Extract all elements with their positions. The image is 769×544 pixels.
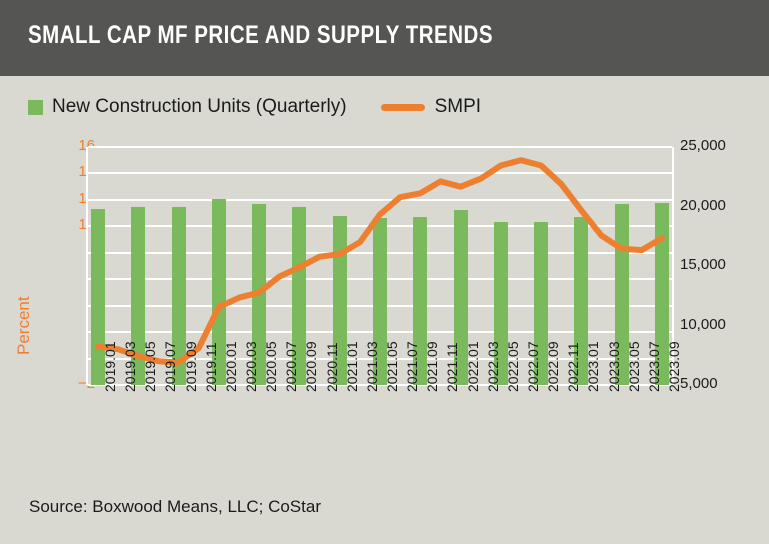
x-tick: 2021.05 xyxy=(384,341,400,392)
x-tick: 2020.03 xyxy=(243,341,260,392)
legend-line-swatch xyxy=(380,103,425,111)
x-tick: 2021.07 xyxy=(404,341,421,392)
gridline xyxy=(88,172,672,175)
gridline xyxy=(88,146,672,148)
x-tick: 2022.07 xyxy=(524,341,541,392)
x-tick: 2019.05 xyxy=(142,341,159,392)
chart-legend: New Construction Units (Quarterly) SMPI xyxy=(28,96,481,118)
source-note: Source: Boxwood Means, LLC; CoStar xyxy=(29,497,321,516)
x-tick: 2019.03 xyxy=(122,341,139,392)
bar xyxy=(453,210,468,385)
bar xyxy=(574,217,589,385)
x-tick: 2023.01 xyxy=(585,341,602,392)
x-tick: 2019.09 xyxy=(182,341,199,392)
x-tick: 2021.09 xyxy=(424,341,441,392)
header-bar: SMALL CAP MF PRICE AND SUPPLY TRENDS xyxy=(0,0,769,76)
x-tick: 2021.03 xyxy=(363,341,380,392)
bar xyxy=(493,222,508,385)
y-tick-right: 10,000 xyxy=(680,315,726,333)
x-tick: 2023.05 xyxy=(625,341,642,392)
gridline xyxy=(88,384,672,386)
x-tick: 2021.01 xyxy=(343,341,360,392)
bar xyxy=(292,206,307,385)
bar xyxy=(654,202,669,385)
legend-bar-label: New Construction Units (Quarterly) xyxy=(52,96,347,117)
line-series-smpi xyxy=(95,157,665,366)
x-tick: 2020.01 xyxy=(222,341,239,392)
y-tick-right: 5,000 xyxy=(680,375,718,392)
x-tick: 2022.03 xyxy=(484,341,501,392)
page-title: SMALL CAP MF PRICE AND SUPPLY TRENDS xyxy=(28,21,493,49)
x-tick: 2023.09 xyxy=(665,341,682,392)
x-tick: 2019.11 xyxy=(202,342,219,392)
smpi-line-path xyxy=(95,157,665,366)
x-tick: 2020.09 xyxy=(303,341,320,392)
bar xyxy=(131,206,146,385)
x-tick: 2022.11 xyxy=(565,342,582,392)
bar xyxy=(171,206,186,385)
bar xyxy=(373,218,387,385)
x-tick: 2020.05 xyxy=(263,341,280,392)
x-tick: 2020.07 xyxy=(283,341,300,392)
y-tick-right: 20,000 xyxy=(680,196,726,214)
x-tick: 2020.11 xyxy=(323,342,340,392)
plot-region xyxy=(86,146,674,386)
x-tick: 2022.05 xyxy=(504,341,521,392)
x-tick: 2022.01 xyxy=(464,341,481,392)
bar xyxy=(91,209,106,385)
y-tick-right: 15,000 xyxy=(680,256,726,273)
bar xyxy=(332,215,347,385)
legend-line-label: SMPI xyxy=(434,96,482,117)
bar xyxy=(413,217,428,385)
legend-bar-swatch xyxy=(28,99,43,115)
x-tick: 2019.07 xyxy=(162,341,179,392)
bar xyxy=(534,222,549,385)
y-tick-right: 25,000 xyxy=(680,137,726,154)
x-tick: 2021.11 xyxy=(444,342,461,392)
x-tick: 2023.07 xyxy=(645,341,662,392)
gridline xyxy=(88,198,672,201)
x-tick: 2022.09 xyxy=(545,341,562,392)
y-axis-left-title: Percent xyxy=(14,296,33,355)
bar xyxy=(211,198,226,385)
x-tick: 2023.03 xyxy=(605,341,622,392)
x-tick: 2019.01 xyxy=(102,341,119,392)
chart-area: Percent −20246810121416 5,00010,00015,00… xyxy=(0,137,769,400)
